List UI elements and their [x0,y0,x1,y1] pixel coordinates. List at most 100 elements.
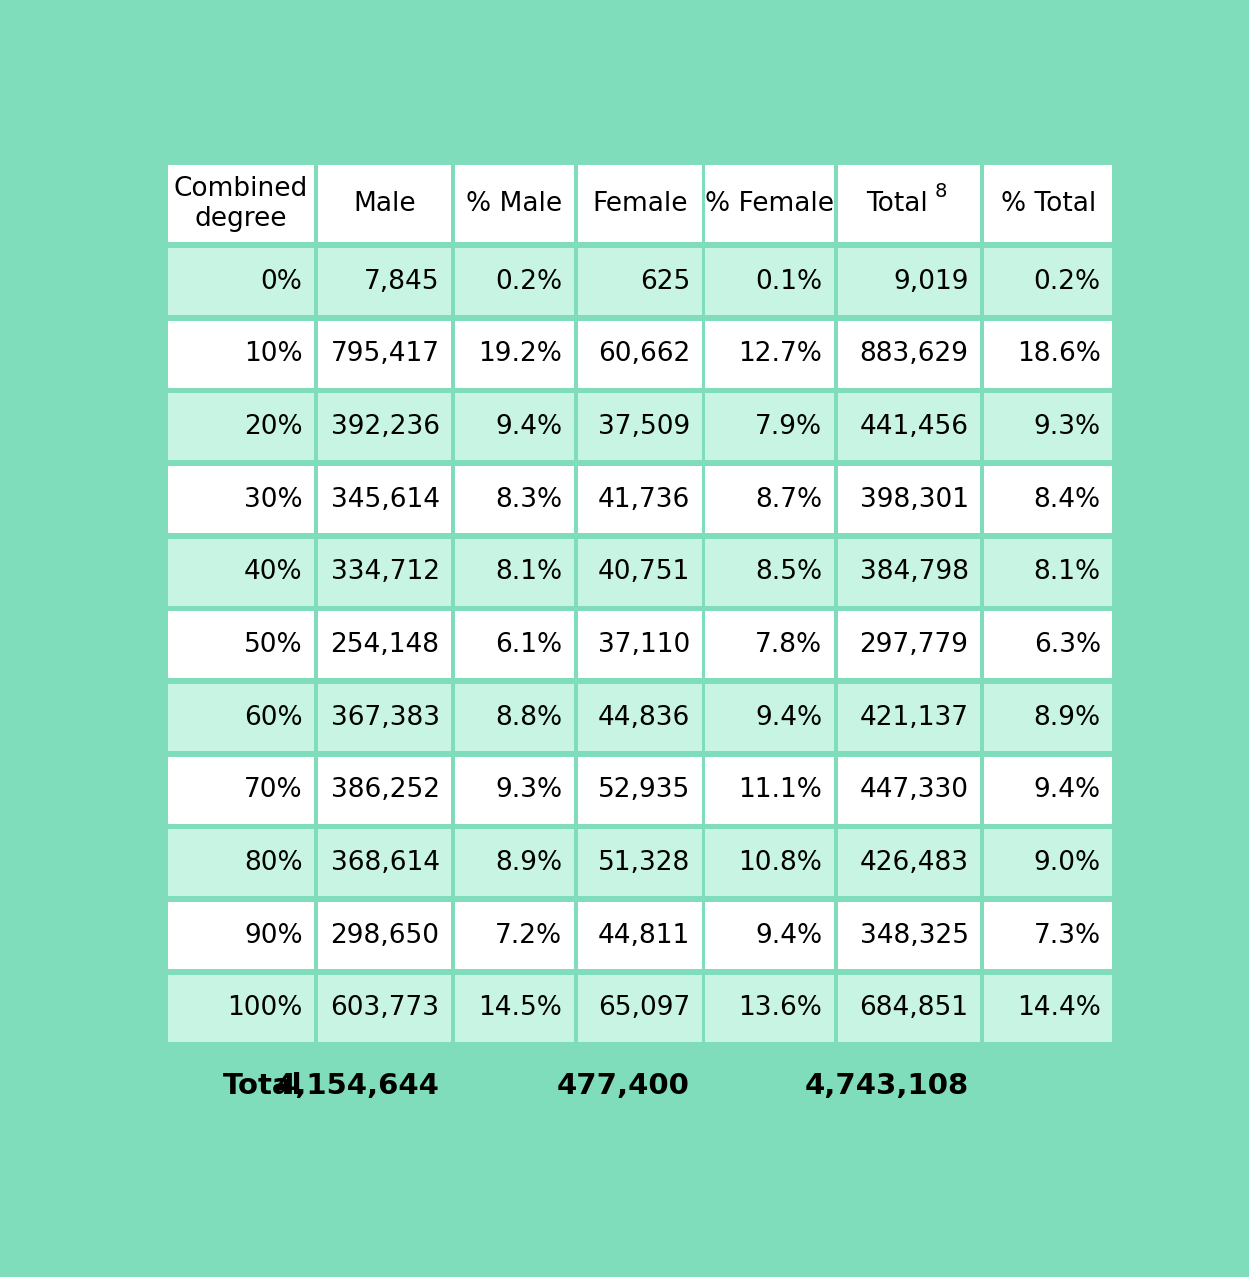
Bar [455,757,575,824]
Text: Combined
degree: Combined degree [174,176,309,231]
Bar [706,1047,834,1125]
Text: 9.4%: 9.4% [1034,778,1100,803]
Bar [838,321,980,388]
Text: 477,400: 477,400 [557,1071,689,1099]
Text: 9.0%: 9.0% [1034,850,1100,876]
Text: 421,137: 421,137 [859,705,969,730]
Bar [838,165,980,243]
Bar [578,1047,702,1125]
Text: 0.1%: 0.1% [756,268,822,295]
Text: 8.1%: 8.1% [496,559,562,585]
Text: 9.4%: 9.4% [756,705,822,730]
Text: 6.1%: 6.1% [496,632,562,658]
Bar [706,612,834,678]
Text: 684,851: 684,851 [859,995,969,1022]
Text: Total: Total [222,1071,302,1099]
Text: 13.6%: 13.6% [738,995,822,1022]
Text: 6.3%: 6.3% [1034,632,1100,658]
Text: 0%: 0% [261,268,302,295]
Text: 9.4%: 9.4% [756,922,822,949]
Text: 65,097: 65,097 [598,995,689,1022]
Bar [578,248,702,315]
Text: 298,650: 298,650 [331,922,440,949]
Bar [578,829,702,896]
Text: 9.3%: 9.3% [496,778,562,803]
Text: 60,662: 60,662 [598,341,689,368]
Text: 398,301: 398,301 [859,487,969,512]
Bar [984,902,1113,969]
Bar [838,466,980,533]
Bar [318,757,451,824]
Bar [167,1047,315,1125]
Bar [318,684,451,751]
Bar [706,902,834,969]
Bar [838,757,980,824]
Bar [578,466,702,533]
Bar [455,466,575,533]
Text: 12.7%: 12.7% [738,341,822,368]
Text: 254,148: 254,148 [331,632,440,658]
Text: 8.8%: 8.8% [496,705,562,730]
Bar [984,165,1113,243]
Text: 40%: 40% [244,559,302,585]
Bar [167,612,315,678]
Text: 40,751: 40,751 [598,559,689,585]
Text: 30%: 30% [244,487,302,512]
Bar [984,466,1113,533]
Text: 0.2%: 0.2% [1034,268,1100,295]
Bar [984,829,1113,896]
Text: Female: Female [592,190,687,217]
Bar [167,165,315,243]
Bar [578,684,702,751]
Text: 8: 8 [934,183,947,202]
Bar [455,248,575,315]
Bar [984,612,1113,678]
Bar [167,829,315,896]
Text: 426,483: 426,483 [859,850,969,876]
Text: 7.9%: 7.9% [756,414,822,439]
Text: 4,154,644: 4,154,644 [276,1071,440,1099]
Bar [706,248,834,315]
Bar [984,1047,1113,1125]
Text: 603,773: 603,773 [331,995,440,1022]
Bar [455,974,575,1042]
Text: 37,509: 37,509 [598,414,689,439]
Bar [706,757,834,824]
Bar [706,466,834,533]
Bar [167,321,315,388]
Text: % Female: % Female [706,190,834,217]
Bar [984,321,1113,388]
Text: 447,330: 447,330 [859,778,969,803]
Bar [455,321,575,388]
Text: Male: Male [353,190,416,217]
Text: 19.2%: 19.2% [478,341,562,368]
Bar [455,539,575,605]
Bar [318,974,451,1042]
Bar [578,539,702,605]
Text: 60%: 60% [244,705,302,730]
Bar [455,1047,575,1125]
Bar [318,829,451,896]
Text: 44,811: 44,811 [598,922,689,949]
Text: % Total: % Total [1000,190,1095,217]
Text: 8.9%: 8.9% [1034,705,1100,730]
Bar [455,902,575,969]
Bar [167,974,315,1042]
Bar [455,684,575,751]
Bar [706,165,834,243]
Text: % Male: % Male [466,190,562,217]
Text: 4,743,108: 4,743,108 [804,1071,969,1099]
Bar [318,248,451,315]
Text: 9,019: 9,019 [893,268,969,295]
Bar [838,248,980,315]
Bar [706,974,834,1042]
Text: 18.6%: 18.6% [1017,341,1100,368]
Bar [984,539,1113,605]
Text: 625: 625 [639,268,689,295]
Bar [706,684,834,751]
Text: 297,779: 297,779 [859,632,969,658]
Text: 52,935: 52,935 [598,778,689,803]
Bar [167,393,315,461]
Text: 20%: 20% [244,414,302,439]
Text: 14.5%: 14.5% [478,995,562,1022]
